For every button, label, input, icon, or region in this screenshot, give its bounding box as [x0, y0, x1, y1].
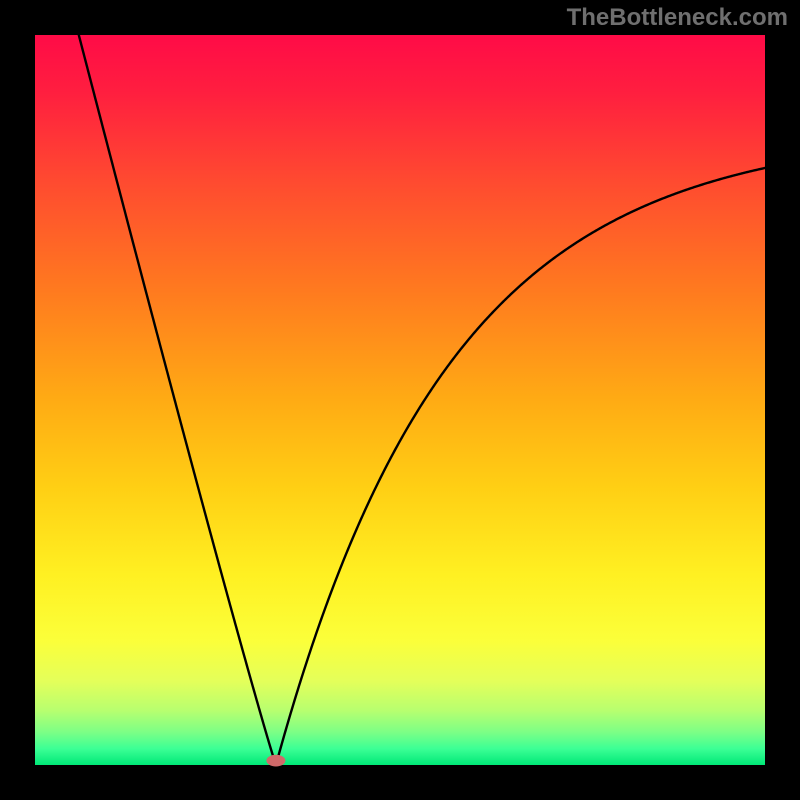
plot-background	[35, 35, 765, 765]
optimum-marker	[266, 755, 285, 767]
bottleneck-chart	[0, 0, 800, 800]
watermark-text: TheBottleneck.com	[567, 4, 788, 32]
